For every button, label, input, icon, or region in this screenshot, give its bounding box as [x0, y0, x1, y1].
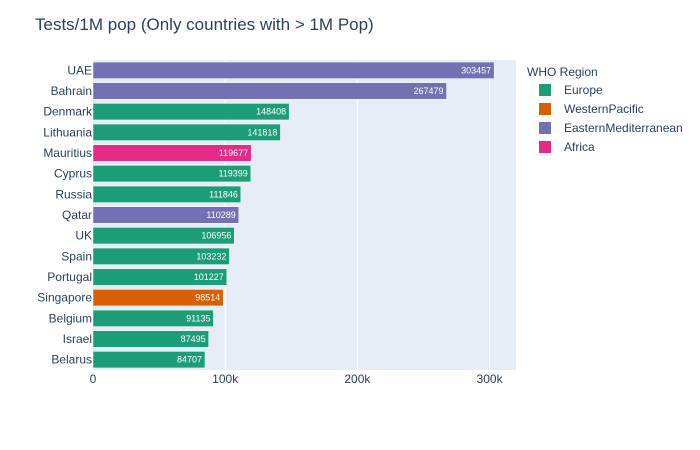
- bar-value-label: 87495: [181, 334, 206, 344]
- legend: WHO Region Europe WesternPacific EasternMe…: [527, 65, 683, 154]
- x-tick-label: 200k: [344, 372, 371, 386]
- bar-value-label: 98514: [195, 293, 220, 303]
- bar-value-label: 111846: [209, 189, 238, 199]
- bar-value-label: 119399: [218, 169, 247, 179]
- y-tick-label: Belgium: [49, 311, 92, 325]
- x-tick-label: 100k: [212, 372, 239, 386]
- bar-value-label: 84707: [177, 355, 202, 365]
- y-tick-label: Bahrain: [51, 84, 92, 98]
- legend-item-label: EasternMediterranean: [564, 121, 683, 135]
- legend-item-label: Europe: [564, 83, 603, 97]
- y-tick-label: Denmark: [43, 105, 93, 119]
- y-tick-label: UAE: [67, 63, 92, 77]
- legend-swatch: [539, 122, 551, 134]
- y-tick-label: UK: [75, 229, 92, 243]
- bar: [92, 289, 224, 307]
- bar: [92, 247, 230, 265]
- y-axis-ticks: UAE Bahrain Denmark Lithuania Mauritius Cypru…: [37, 63, 93, 366]
- legend-title: WHO Region: [527, 65, 598, 79]
- bar: [92, 351, 206, 369]
- bar-value-label: 91135: [186, 313, 210, 323]
- legend-item-label: WesternPacific: [564, 102, 644, 116]
- x-tick-label: 300k: [477, 372, 504, 386]
- y-tick-label: Qatar: [62, 208, 92, 222]
- y-tick-label: Mauritius: [43, 146, 92, 160]
- y-tick-label: Lithuania: [43, 125, 92, 139]
- bar: [92, 309, 214, 327]
- bar-value-label: 103232: [196, 251, 226, 261]
- chart-title: Tests/1M pop (Only countries with > 1M P…: [35, 15, 374, 34]
- bar: [92, 61, 495, 79]
- bar: [92, 103, 290, 121]
- y-tick-label: Israel: [63, 332, 92, 346]
- x-tick-label: 0: [90, 372, 97, 386]
- bar-value-label: 110289: [206, 210, 235, 220]
- bar: [92, 123, 281, 141]
- y-tick-label: Cyprus: [54, 167, 92, 181]
- legend-swatch: [539, 84, 551, 96]
- y-tick-label: Portugal: [47, 270, 92, 284]
- bar: [92, 144, 252, 162]
- y-tick-label: Russia: [55, 187, 92, 201]
- legend-item-label: Africa: [564, 140, 595, 154]
- bar: [92, 82, 447, 100]
- bar: [92, 330, 209, 348]
- y-tick-label: Belarus: [51, 353, 92, 367]
- y-tick-label: Spain: [61, 249, 92, 263]
- bar: [92, 185, 242, 203]
- bar-value-label: 267479: [414, 86, 444, 96]
- bar: [92, 268, 228, 286]
- bar-value-label: 141818: [247, 127, 277, 137]
- bar-value-label: 148408: [256, 107, 286, 117]
- bar: [92, 206, 240, 224]
- bar: [92, 227, 235, 245]
- legend-swatch: [539, 141, 551, 153]
- x-axis-ticks: 0 100k 200k 300k: [90, 372, 504, 386]
- bar-value-label: 106956: [201, 231, 231, 241]
- bar-value-label: 303457: [461, 65, 491, 75]
- bar-value-label: 101227: [194, 272, 224, 282]
- legend-items: Europe WesternPacific EasternMediterranean…: [539, 83, 683, 154]
- legend-swatch: [539, 103, 551, 115]
- y-tick-label: Singapore: [37, 291, 92, 305]
- bar: [92, 165, 252, 183]
- bar-value-label: 119677: [219, 148, 248, 158]
- bars: 303457 267479 148408 141818 119677 119399 1118…: [92, 61, 495, 369]
